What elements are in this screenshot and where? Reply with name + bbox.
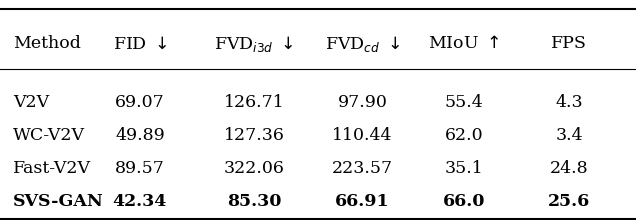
Text: FID $\downarrow$: FID $\downarrow$ (113, 35, 167, 53)
Text: MIoU $\uparrow$: MIoU $\uparrow$ (429, 35, 500, 53)
Text: 223.57: 223.57 (332, 160, 393, 177)
Text: 49.89: 49.89 (115, 127, 165, 144)
Text: 85.30: 85.30 (227, 193, 282, 210)
Text: 126.71: 126.71 (224, 94, 285, 111)
Text: Method: Method (13, 35, 81, 53)
Text: WC-V2V: WC-V2V (13, 127, 85, 144)
Text: 89.57: 89.57 (115, 160, 165, 177)
Text: 66.91: 66.91 (335, 193, 390, 210)
Text: 110.44: 110.44 (332, 127, 393, 144)
Text: 97.90: 97.90 (338, 94, 387, 111)
Text: 24.8: 24.8 (550, 160, 588, 177)
Text: 3.4: 3.4 (555, 127, 583, 144)
Text: SVS-GAN: SVS-GAN (13, 193, 104, 210)
Text: 127.36: 127.36 (224, 127, 285, 144)
Text: 42.34: 42.34 (113, 193, 167, 210)
Text: 66.0: 66.0 (443, 193, 485, 210)
Text: FVD$_{i3d}$ $\downarrow$: FVD$_{i3d}$ $\downarrow$ (214, 34, 294, 54)
Text: 4.3: 4.3 (555, 94, 583, 111)
Text: 55.4: 55.4 (445, 94, 483, 111)
Text: V2V: V2V (13, 94, 49, 111)
Text: 25.6: 25.6 (548, 193, 590, 210)
Text: 62.0: 62.0 (445, 127, 483, 144)
Text: FPS: FPS (551, 35, 587, 53)
Text: FVD$_{cd}$ $\downarrow$: FVD$_{cd}$ $\downarrow$ (325, 34, 400, 54)
Text: Fast-V2V: Fast-V2V (13, 160, 91, 177)
Text: 35.1: 35.1 (445, 160, 483, 177)
Text: 69.07: 69.07 (115, 94, 165, 111)
Text: 322.06: 322.06 (224, 160, 285, 177)
